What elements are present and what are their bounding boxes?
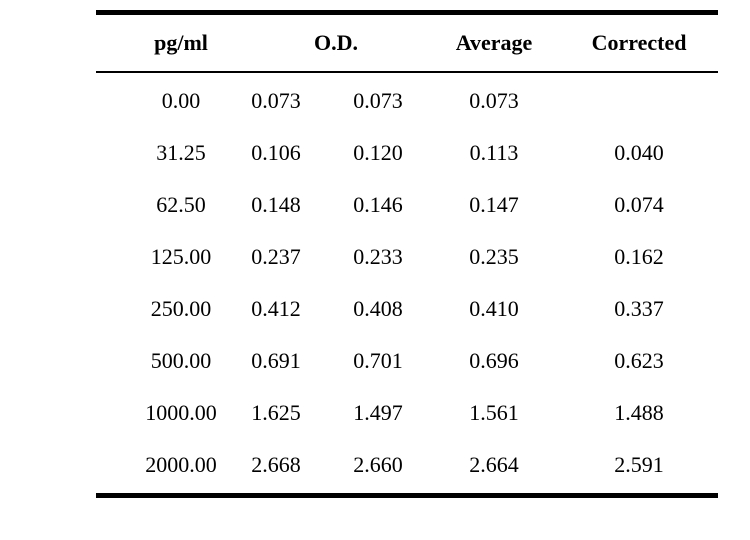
cell-od-1: 0.237 [251,244,301,269]
cell-od-2: 0.120 [353,140,403,165]
cell-pg-ml: 125.00 [150,244,212,269]
cell-corrected: 1.488 [614,400,664,425]
cell-average: 0.073 [469,88,519,113]
table-body: 0.00 0.073 0.073 0.073 31.25 0.106 0.120 0.113 0… [96,73,718,493]
table-row: 1000.00 1.625 1.497 1.561 1.488 [96,387,718,439]
cell-corrected: 0.337 [614,296,664,321]
cell-od-1: 0.412 [251,296,301,321]
cell-corrected: 0.074 [614,192,664,217]
header-od: O.D. [314,30,358,55]
cell-od-2: 0.073 [353,88,403,113]
table-row: 125.00 0.237 0.233 0.235 0.162 [96,231,718,283]
table-row: 62.50 0.148 0.146 0.147 0.074 [96,179,718,231]
cell-average: 0.147 [469,192,519,217]
cell-average: 0.410 [469,296,519,321]
table-top-rule [96,10,718,15]
cell-pg-ml: 1000.00 [145,400,217,425]
header-corrected: Corrected [591,30,687,55]
cell-od-1: 0.106 [251,140,301,165]
table-row: 250.00 0.412 0.408 0.410 0.337 [96,283,718,335]
table-header-rule [96,71,718,73]
cell-od-1: 0.073 [251,88,301,113]
cell-average: 0.235 [469,244,519,269]
cell-od-2: 0.146 [353,192,403,217]
cell-pg-ml: 2000.00 [145,452,217,477]
cell-od-1: 2.668 [251,452,301,477]
cell-average: 0.113 [469,140,519,165]
header-average: Average [455,30,533,55]
cell-pg-ml: 62.50 [156,192,206,217]
table-row: 500.00 0.691 0.701 0.696 0.623 [96,335,718,387]
header-pg-ml: pg/ml [154,30,208,55]
cell-od-2: 1.497 [353,400,403,425]
cell-pg-ml: 0.00 [161,88,201,113]
cell-pg-ml: 250.00 [150,296,212,321]
cell-corrected [574,75,704,127]
cell-average: 2.664 [469,452,519,477]
cell-corrected: 2.591 [614,452,664,477]
cell-od-1: 1.625 [251,400,301,425]
cell-corrected: 0.623 [614,348,664,373]
cell-od-2: 0.408 [353,296,403,321]
cell-average: 1.561 [469,400,519,425]
cell-od-2: 0.701 [353,348,403,373]
cell-corrected: 0.040 [614,140,664,165]
table-row: 0.00 0.073 0.073 0.073 [96,75,718,127]
cell-pg-ml: 500.00 [150,348,212,373]
cell-corrected: 0.162 [614,244,664,269]
table-row: 31.25 0.106 0.120 0.113 0.040 [96,127,718,179]
cell-pg-ml: 31.25 [156,140,206,165]
standard-curve-table: pg/ml O.D. Average Corrected 0.00 0.073 0.… [96,10,718,498]
cell-od-1: 0.691 [251,348,301,373]
cell-od-2: 0.233 [353,244,403,269]
cell-od-1: 0.148 [251,192,301,217]
table-header-row: pg/ml O.D. Average Corrected [96,15,718,71]
cell-average: 0.696 [469,348,519,373]
table-row: 2000.00 2.668 2.660 2.664 2.591 [96,439,718,491]
cell-od-2: 2.660 [353,452,403,477]
table-bottom-rule [96,493,718,498]
